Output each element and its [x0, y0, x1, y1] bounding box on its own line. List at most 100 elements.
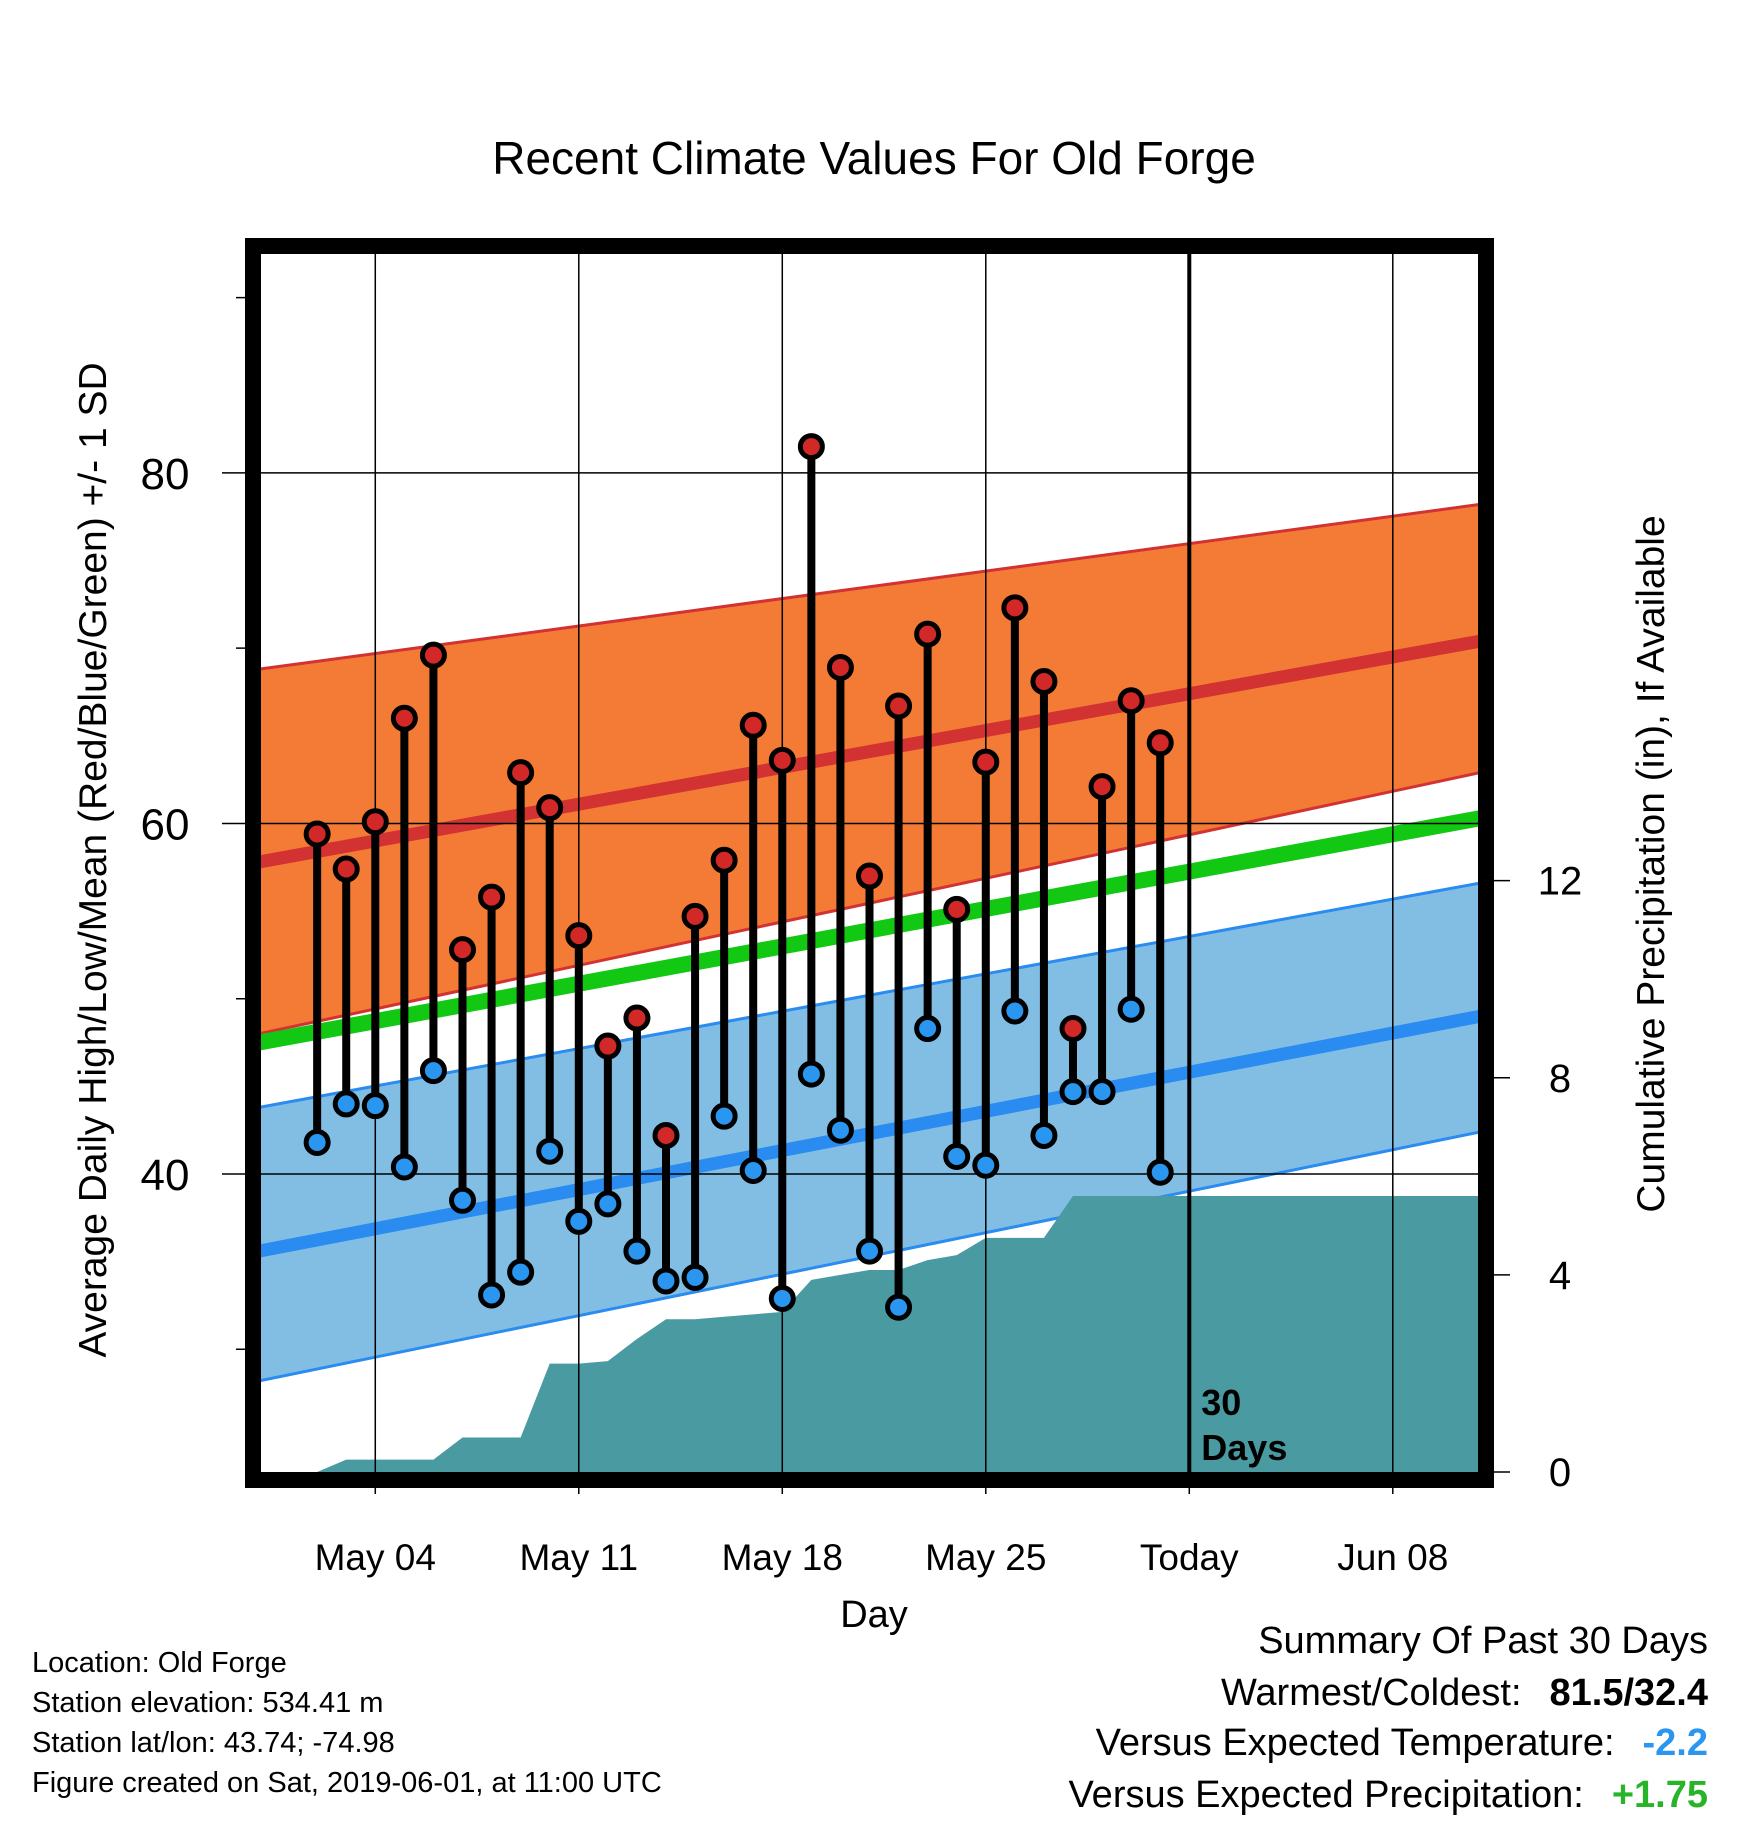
low-point — [507, 1258, 535, 1286]
low-point — [419, 1057, 447, 1085]
low-point — [797, 1060, 825, 1088]
summary-warmest-coldest: Warmest/Coldest: 81.5/32.4 — [1221, 1674, 1708, 1712]
low-point — [1030, 1121, 1058, 1149]
x-tick-label: May 04 — [315, 1537, 436, 1578]
x-tick-label: May 18 — [722, 1537, 843, 1578]
high-point — [419, 641, 447, 669]
y2-axis-label: Cumulative Precipitation (in), If Availa… — [1630, 515, 1673, 1212]
low-point — [594, 1190, 622, 1218]
high-point — [1146, 729, 1174, 757]
low-point — [826, 1116, 854, 1144]
high-point — [1088, 773, 1116, 801]
y-tick-label: 40 — [141, 1151, 190, 1200]
high-point — [681, 902, 709, 930]
low-point — [739, 1157, 767, 1185]
x-tick-label: Jun 08 — [1337, 1537, 1448, 1578]
x-tick-label: Today — [1140, 1537, 1239, 1578]
low-point — [652, 1267, 680, 1295]
high-point — [332, 855, 360, 883]
high-point — [826, 653, 854, 681]
high-point — [972, 748, 1000, 776]
latlon-text: Station lat/lon: 43.74; -74.98 — [32, 1727, 395, 1759]
summary-heading: Summary Of Past 30 Days — [1258, 1620, 1708, 1662]
chart-title: Recent Climate Values For Old Forge — [492, 132, 1256, 184]
high-normal-line — [259, 634, 1480, 869]
summary-temperature: Versus Expected Temperature: -2.2 — [1096, 1724, 1708, 1762]
high-point — [768, 746, 796, 774]
low-point — [681, 1263, 709, 1291]
precip-area — [288, 1196, 1480, 1472]
low-point — [361, 1092, 389, 1120]
low-point — [943, 1142, 971, 1170]
temp-departure-value: -2.2 — [1642, 1722, 1708, 1764]
high-point — [1001, 594, 1029, 622]
high-point — [478, 883, 506, 911]
low-point — [536, 1137, 564, 1165]
high-point — [565, 922, 593, 950]
y-tick-label: 80 — [141, 450, 190, 499]
x-tick-label: May 25 — [925, 1537, 1046, 1578]
precip-departure-label: Versus Expected Precipitation: — [1068, 1774, 1584, 1816]
low-point — [972, 1151, 1000, 1179]
low-point — [332, 1090, 360, 1118]
low-point — [710, 1102, 738, 1130]
high-point — [797, 433, 825, 461]
location-text: Location: Old Forge — [32, 1647, 287, 1679]
high-point — [856, 862, 883, 890]
high-point — [361, 808, 389, 836]
low-point — [565, 1207, 593, 1235]
low-point — [623, 1237, 651, 1265]
high-point — [623, 1004, 651, 1032]
low-point — [856, 1237, 883, 1265]
y2-tick-label: 12 — [1538, 860, 1583, 904]
x-axis-label: Day — [840, 1594, 908, 1636]
warmest-coldest-value: 81.5/32.4 — [1549, 1672, 1708, 1714]
high-point — [1030, 667, 1058, 695]
low-point — [885, 1293, 913, 1321]
high-point — [885, 692, 913, 720]
y2-tick-label: 0 — [1549, 1451, 1571, 1495]
precip-departure-value: +1.75 — [1611, 1774, 1708, 1816]
today-days-count: 30 — [1201, 1382, 1241, 1423]
elevation-text: Station elevation: 534.41 m — [32, 1687, 384, 1719]
y2-tick-label: 4 — [1549, 1254, 1571, 1298]
y2-tick-label: 8 — [1549, 1057, 1571, 1101]
today-days-label: Days — [1201, 1427, 1287, 1468]
high-point — [1117, 687, 1145, 715]
high-upper-edge — [259, 502, 1480, 671]
high-point — [536, 794, 564, 822]
low-point — [914, 1015, 942, 1043]
low-point — [1146, 1158, 1174, 1186]
high-point — [739, 711, 767, 739]
high-point — [914, 620, 942, 648]
x-tick-label: May 11 — [519, 1537, 638, 1578]
y-axis-label: Average Daily High/Low/Mean (Red/Blue/Gr… — [72, 362, 115, 1357]
low-point — [390, 1153, 418, 1181]
plot-area: May 04 May 11 May 18 May 25 Today Jun 0840608… — [141, 238, 1583, 1578]
low-point — [1001, 997, 1029, 1025]
high-point — [303, 820, 331, 848]
low-point — [303, 1128, 331, 1156]
summary-precipitation: Versus Expected Precipitation: +1.75 — [1068, 1776, 1708, 1814]
created-text: Figure created on Sat, 2019-06-01, at 11… — [32, 1767, 662, 1799]
high-point — [1059, 1015, 1087, 1043]
high-point — [507, 759, 535, 787]
y-tick-label: 60 — [141, 800, 190, 849]
high-point — [943, 895, 971, 923]
low-point — [1059, 1078, 1087, 1106]
low-point — [449, 1186, 476, 1214]
low-point — [768, 1284, 796, 1312]
low-point — [478, 1281, 506, 1309]
temp-departure-label: Versus Expected Temperature: — [1095, 1722, 1615, 1764]
warmest-coldest-label: Warmest/Coldest: — [1220, 1672, 1522, 1714]
low-point — [1088, 1078, 1116, 1106]
high-point — [390, 704, 418, 732]
high-point — [594, 1032, 622, 1060]
plot-frame — [245, 238, 1494, 1488]
high-point — [652, 1121, 680, 1149]
low-point — [1117, 995, 1145, 1023]
high-point — [449, 936, 476, 964]
high-sd-band — [259, 504, 1480, 1034]
high-point — [710, 846, 738, 874]
